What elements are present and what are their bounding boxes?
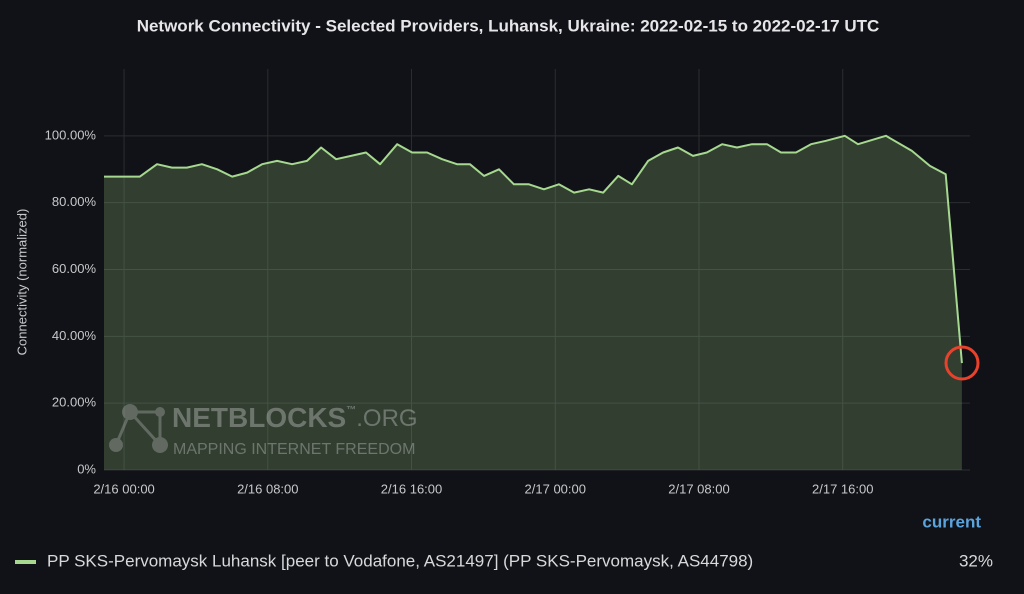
legend-header: current xyxy=(922,512,981,531)
y-axis-label: Connectivity (normalized) xyxy=(14,209,29,356)
watermark-node xyxy=(109,438,123,452)
watermark-domain: .ORG xyxy=(356,405,417,432)
watermark-tagline: MAPPING INTERNET FREEDOM xyxy=(173,441,415,458)
y-tick-label: 100.00% xyxy=(45,127,97,142)
y-tick-label: 40.00% xyxy=(52,328,97,343)
x-tick-label: 2/16 16:00 xyxy=(381,481,442,496)
legend-current: 32% xyxy=(959,551,993,570)
x-tick-label: 2/17 00:00 xyxy=(525,481,586,496)
watermark-node xyxy=(122,404,138,420)
y-tick-label: 0% xyxy=(77,461,96,476)
area xyxy=(104,135,962,471)
chart-title: Network Connectivity - Selected Provider… xyxy=(137,16,880,35)
legend-label[interactable]: PP SKS-Pervomaysk Luhansk [peer to Vodaf… xyxy=(47,551,753,570)
x-tick-label: 2/16 08:00 xyxy=(237,481,298,496)
watermark-brand-name: NETBLOCKS xyxy=(172,402,346,433)
watermark-tm: ™ xyxy=(346,405,356,416)
watermark-node xyxy=(155,407,165,417)
watermark-icon xyxy=(114,410,162,447)
x-tick-label: 2/17 16:00 xyxy=(812,481,873,496)
y-tick-label: 80.00% xyxy=(52,194,97,209)
watermark: NETBLOCKS™.ORG MAPPING INTERNET FREEDOM xyxy=(109,402,418,458)
y-tick-label: 20.00% xyxy=(52,395,97,410)
plot: 0% 20.00% 40.00% 60.00% 80.00% 100.00% 2/16 00… xyxy=(45,69,970,496)
highlight-circle xyxy=(944,345,980,381)
x-tick-label: 2/16 00:00 xyxy=(93,481,154,496)
x-tick-label: 2/17 08:00 xyxy=(668,481,729,496)
watermark-brand: NETBLOCKS™.ORG xyxy=(172,402,418,433)
y-tick-label: 60.00% xyxy=(52,261,97,276)
line xyxy=(104,134,963,364)
watermark-node xyxy=(152,437,168,453)
